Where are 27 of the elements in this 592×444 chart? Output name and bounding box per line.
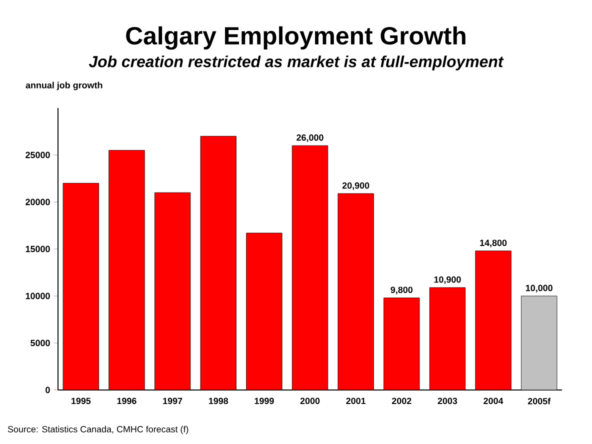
x-tick-label: 1996 xyxy=(117,398,136,404)
data-label: 26,000 xyxy=(296,134,324,142)
y-tick-label: 0 xyxy=(46,386,50,394)
y-axis-title: annual job growth xyxy=(26,82,102,90)
data-label: 10,900 xyxy=(434,276,461,284)
x-tick-label: 1995 xyxy=(72,398,91,404)
y-tick-label: 5000 xyxy=(30,340,50,346)
x-tick-label: 2004 xyxy=(484,398,504,404)
source-note: Source: Statistics Canada, CMHC forecast (f) xyxy=(8,426,188,434)
x-tick-label: 2005f xyxy=(528,398,551,404)
x-tick-label: 2001 xyxy=(346,398,366,404)
y-tick-label: 10000 xyxy=(26,292,50,300)
x-tick-label: 2003 xyxy=(438,398,458,404)
y-tick-label: 25000 xyxy=(26,152,50,158)
data-label: 14,800 xyxy=(480,240,507,248)
x-tick-label: 2000 xyxy=(300,398,320,404)
y-tick-label: 20000 xyxy=(26,198,50,206)
x-tick-label: 2002 xyxy=(392,398,412,404)
data-label: 9,800 xyxy=(390,286,412,294)
y-tick-label: 15000 xyxy=(26,246,50,252)
data-label: 10,000 xyxy=(526,284,552,292)
x-tick-label: 1999 xyxy=(254,398,274,404)
data-label: 20,900 xyxy=(342,182,370,190)
x-tick-label: 1997 xyxy=(163,398,182,404)
x-tick-label: 1998 xyxy=(208,398,228,404)
chart-subtitle: Job creation restricted as market is at full-employment xyxy=(88,56,504,70)
chart-title: Calgary Employment Growth xyxy=(126,26,466,50)
